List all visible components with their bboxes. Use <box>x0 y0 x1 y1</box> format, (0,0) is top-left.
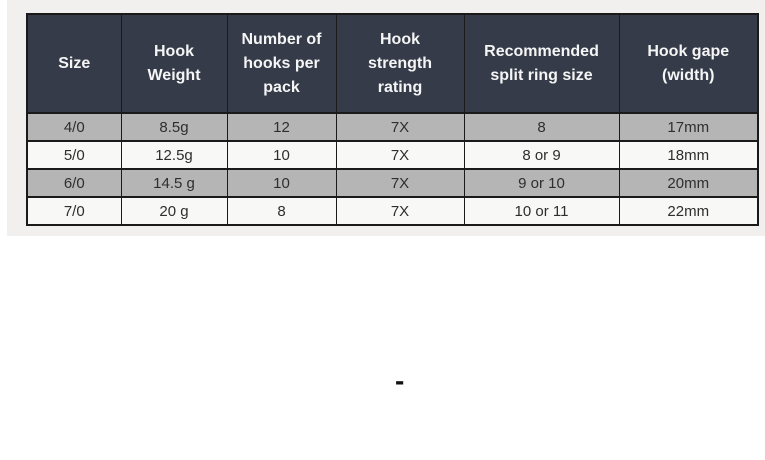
table-cell: 14.5 g <box>120 168 228 198</box>
column-header-split-ring-size: Recommended split ring size <box>463 13 620 114</box>
table-row: 6/0 14.5 g 10 7X 9 or 10 20mm <box>26 168 759 198</box>
table-row: 4/0 8.5g 12 7X 8 17mm <box>26 112 759 142</box>
table-cell: 10 <box>226 140 337 170</box>
table-cell: 22mm <box>618 196 759 226</box>
hook-spec-table: Size Hook Weight Number of hooks per pac… <box>26 13 759 226</box>
table-cell: 5/0 <box>26 140 122 170</box>
table-cell: 7/0 <box>26 196 122 226</box>
table-cell: 9 or 10 <box>463 168 620 198</box>
table-row: 7/0 20 g 8 7X 10 or 11 22mm <box>26 196 759 226</box>
column-header-hook-gape: Hook gape (width) <box>618 13 759 114</box>
table-cell: 8 <box>226 196 337 226</box>
table-cell: 7X <box>335 196 465 226</box>
column-header-hooks-per-pack: Number of hooks per pack <box>226 13 337 114</box>
column-header-hook-weight: Hook Weight <box>120 13 228 114</box>
table-cell: 7X <box>335 140 465 170</box>
table-header-row: Size Hook Weight Number of hooks per pac… <box>26 13 759 114</box>
table-cell: 17mm <box>618 112 759 142</box>
table-row: 5/0 12.5g 10 7X 8 or 9 18mm <box>26 140 759 170</box>
table-cell: 8.5g <box>120 112 228 142</box>
table-cell: 10 or 11 <box>463 196 620 226</box>
table-cell: 10 <box>226 168 337 198</box>
column-header-size: Size <box>26 13 122 114</box>
table-cell: 12.5g <box>120 140 228 170</box>
table-cell: 7X <box>335 112 465 142</box>
stray-dash-mark: - <box>395 365 405 396</box>
table-cell: 18mm <box>618 140 759 170</box>
table-cell: 4/0 <box>26 112 122 142</box>
table-cell: 12 <box>226 112 337 142</box>
table-cell: 20 g <box>120 196 228 226</box>
table-cell: 20mm <box>618 168 759 198</box>
table-cell: 6/0 <box>26 168 122 198</box>
column-header-strength-rating: Hook strength rating <box>335 13 465 114</box>
table-cell: 8 <box>463 112 620 142</box>
table-cell: 8 or 9 <box>463 140 620 170</box>
table-cell: 7X <box>335 168 465 198</box>
